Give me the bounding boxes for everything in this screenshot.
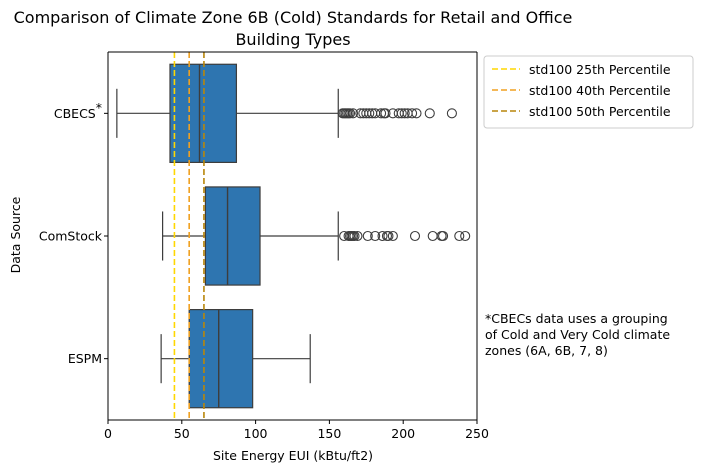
annotation-line-3: zones (6A, 6B, 7, 8)	[485, 343, 608, 358]
comstock-outlier	[454, 230, 465, 242]
comstock-outlier	[409, 230, 421, 242]
y-tick-label-cbecs: CBECS*	[54, 100, 102, 121]
comstock-outlier	[460, 230, 471, 242]
comstock-outlier	[438, 230, 449, 242]
cbecs-outlier	[376, 108, 387, 119]
annotation-line-2: of Cold and Very Cold climate	[485, 327, 670, 342]
x-tick-label: 200	[391, 426, 415, 441]
comstock-outlier	[377, 230, 388, 242]
cbecs-outlier	[411, 108, 422, 119]
cbecs-outlier	[345, 108, 356, 119]
legend-label-25th: std100 25th Percentile	[529, 62, 671, 77]
cbecs-outlier	[347, 108, 359, 119]
comstock-outlier	[427, 230, 438, 242]
cbecs-outlier	[399, 108, 410, 119]
x-tick-label: 0	[104, 426, 112, 441]
x-tick-label: 150	[317, 426, 341, 441]
cbecs-outlier	[364, 108, 375, 119]
x-axis-label: Site Energy EUI (kBtu/ft2)	[213, 448, 373, 463]
plot-area: 0 50 100 150 200 250 CBECS* ComStock ESPM	[39, 51, 489, 441]
y-tick-label-espm: ESPM	[68, 351, 102, 366]
annotation-line-1: *CBECs data uses a grouping	[485, 311, 668, 326]
comstock-outlier	[383, 230, 394, 242]
chart-title-line-1: Comparison of Climate Zone 6B (Cold) Sta…	[14, 8, 573, 27]
comstock-outlier	[352, 230, 363, 242]
y-tick-label-comstock: ComStock	[39, 229, 103, 244]
x-tick-label: 100	[244, 426, 268, 441]
comstock-outlier	[370, 230, 381, 242]
comstock-outlier	[387, 230, 398, 242]
footnote-annotation: *CBECs data uses a grouping of Cold and …	[485, 311, 670, 358]
cbecs-outlier	[380, 108, 391, 119]
comstock-box	[204, 186, 261, 286]
cbecs-outlier	[446, 108, 457, 119]
espm-box	[188, 309, 254, 409]
comstock-outlier	[362, 230, 373, 242]
x-tick-label: 250	[465, 426, 489, 441]
legend: std100 25th Percentile std100 40th Perce…	[483, 55, 694, 129]
legend-label-40th: std100 40th Percentile	[529, 83, 671, 98]
cbecs-outlier	[407, 108, 418, 119]
x-tick-label: 50	[174, 426, 190, 441]
y-axis-label: Data Source	[8, 196, 23, 273]
cbecs-outlier	[396, 108, 407, 119]
chart-title-line-2: Building Types	[235, 30, 350, 49]
cbecs-outlier	[424, 108, 435, 119]
legend-frame	[483, 55, 694, 129]
legend-label-50th: std100 50th Percentile	[529, 104, 671, 119]
comstock-outlier	[349, 230, 360, 242]
